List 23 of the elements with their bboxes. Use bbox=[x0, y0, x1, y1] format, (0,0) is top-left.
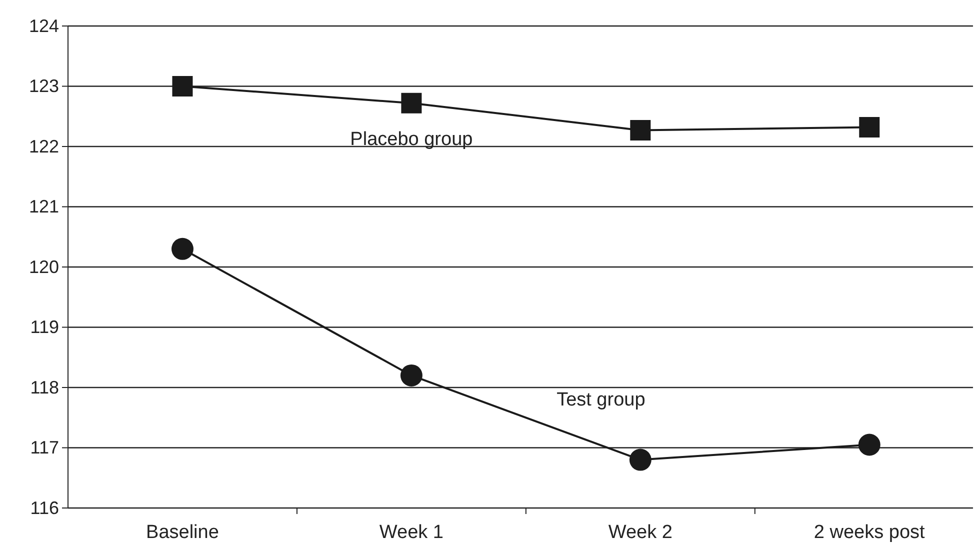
y-tick-label: 122 bbox=[28, 136, 59, 156]
point bbox=[400, 364, 422, 386]
x-tick-label: 2 weeks post bbox=[814, 522, 926, 543]
y-tick-label: 124 bbox=[28, 16, 59, 36]
series-label: Placebo group bbox=[350, 129, 473, 150]
point bbox=[630, 120, 651, 140]
y-tick-label: 117 bbox=[30, 438, 59, 458]
y-tick-label: 116 bbox=[30, 498, 59, 518]
point bbox=[859, 116, 880, 138]
point bbox=[858, 434, 880, 456]
x-tick-label: Week 1 bbox=[379, 522, 444, 543]
point bbox=[401, 92, 422, 114]
y-tick-label: 118 bbox=[30, 377, 59, 398]
y-tick-label: 119 bbox=[30, 317, 59, 338]
x-tick-label: Week 2 bbox=[608, 522, 672, 543]
y-tick-label: 123 bbox=[28, 76, 59, 96]
series-label: Test group bbox=[556, 390, 646, 411]
y-tick-label: 121 bbox=[28, 196, 59, 217]
y-tick-label: 120 bbox=[28, 256, 59, 277]
point bbox=[629, 448, 652, 471]
point bbox=[171, 238, 194, 260]
point bbox=[172, 76, 193, 96]
x-tick-label: Baseline bbox=[146, 522, 219, 543]
